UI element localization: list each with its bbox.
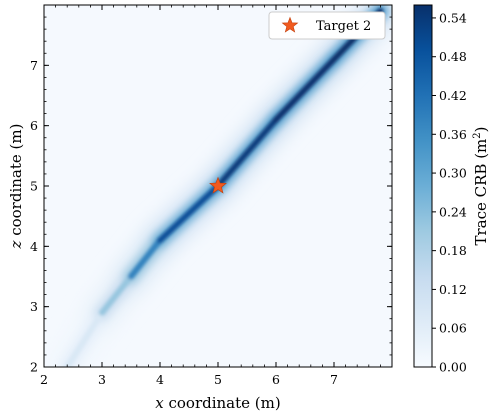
ridge-segment <box>64 309 105 367</box>
colorbar-tick-label: 0.30 <box>439 166 467 181</box>
legend-entry-target-2: Target 2 <box>316 19 371 34</box>
y-tick-label: 5 <box>30 179 38 194</box>
colorbar-tick-label: 0.06 <box>439 321 467 336</box>
ridge-segment <box>273 56 337 123</box>
y-tick-label: 7 <box>30 58 38 73</box>
heatmap-ridge <box>50 5 392 367</box>
x-tick-label: 6 <box>272 372 280 387</box>
ridge-segment <box>128 237 163 280</box>
x-tick-label: 5 <box>214 372 222 387</box>
colorbar-gradient <box>413 4 433 368</box>
y-tick-label: 4 <box>30 239 38 254</box>
ridge-segment <box>215 116 279 189</box>
colorbar-tick-label: 0.36 <box>439 127 467 142</box>
ridge-segment <box>99 273 134 316</box>
y-tick-label: 6 <box>30 118 38 133</box>
colorbar-ticks: 0.00 0.06 0.12 0.18 0.24 0.30 0.36 0.42 0.48 0.54 <box>432 10 467 375</box>
colorbar-tick-label: 0.48 <box>439 49 467 64</box>
y-axis-label: z coordinate (m) <box>7 124 25 250</box>
x-tick-label: 4 <box>156 372 164 387</box>
colorbar-tick-label: 0.42 <box>439 88 467 103</box>
colorbar-tick-label: 0.18 <box>439 243 467 258</box>
target-2-marker <box>209 176 227 194</box>
colorbar-tick-label: 0.00 <box>439 360 467 375</box>
y-axis-ticks: 2 3 4 5 6 7 <box>30 4 392 375</box>
x-tick-label: 7 <box>330 372 338 387</box>
colorbar-tick-label: 0.12 <box>439 282 467 297</box>
colorbar-tick-label: 0.24 <box>439 204 467 219</box>
target-2-star <box>209 176 227 194</box>
colorbar: 0.00 0.06 0.12 0.18 0.24 0.30 0.36 0.42 0.48 0.54… <box>413 4 490 375</box>
x-axis-ticks: 2 3 4 5 6 7 <box>40 5 393 387</box>
legend-box <box>268 11 386 40</box>
x-axis-label: x coordinate (m) <box>155 394 280 412</box>
ridge-segment <box>157 183 221 244</box>
x-tick-label: 3 <box>98 372 106 387</box>
y-tick-label: 2 <box>30 360 38 375</box>
colorbar-tick-label: 0.54 <box>439 10 467 25</box>
legend-star <box>281 16 299 33</box>
legend: Target 2 <box>268 11 386 40</box>
x-tick-label: 2 <box>40 372 48 387</box>
y-tick-label: 3 <box>30 299 38 314</box>
legend-star-icon <box>281 16 299 33</box>
ridge-band-2 <box>64 8 384 367</box>
colorbar-label: Trace CRB (m2) <box>472 126 490 245</box>
